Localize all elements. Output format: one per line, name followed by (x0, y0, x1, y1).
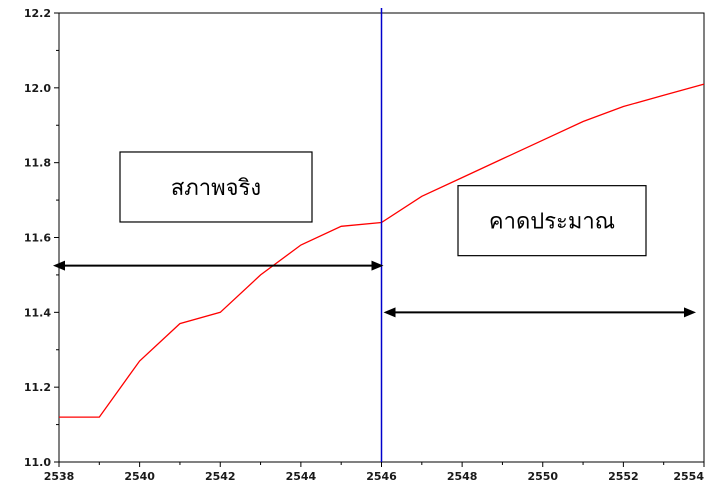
y-tick-label: 11.4 (24, 306, 51, 319)
y-tick-label: 11.0 (24, 456, 51, 469)
arrow-head (371, 260, 384, 271)
y-tick-label: 12.2 (24, 7, 51, 20)
annotation-label: คาดประมาณ (489, 210, 615, 235)
x-tick-label: 2550 (527, 470, 558, 483)
y-tick-label: 11.6 (24, 232, 51, 245)
x-tick-label: 2552 (608, 470, 639, 483)
annotation-box (119, 151, 313, 223)
arrow-head (383, 307, 396, 318)
x-tick-label: 2542 (205, 470, 236, 483)
y-axis: 11.0 11.2 11.4 11.6 11.8 12.0 12.2 (24, 7, 59, 469)
x-tick-label: 2544 (286, 470, 317, 483)
x-tick-label: 2540 (124, 470, 155, 483)
annotation-label: สภาพจริง (171, 176, 261, 201)
x-tick-label: 2538 (44, 470, 75, 483)
x-tick-label: 2554 (673, 470, 704, 483)
y-tick-label: 11.8 (24, 157, 51, 170)
x-tick-label: 2546 (366, 470, 397, 483)
annotation-box (457, 185, 647, 257)
y-tick-label: 12.0 (24, 82, 51, 95)
x-axis: 2538 2540 2542 2544 2546 2548 2550 2552 2554 (44, 462, 705, 483)
arrow-head (684, 307, 696, 318)
y-tick-label: 11.2 (24, 381, 51, 394)
x-tick-label: 2548 (447, 470, 478, 483)
arrow-head (53, 260, 65, 271)
